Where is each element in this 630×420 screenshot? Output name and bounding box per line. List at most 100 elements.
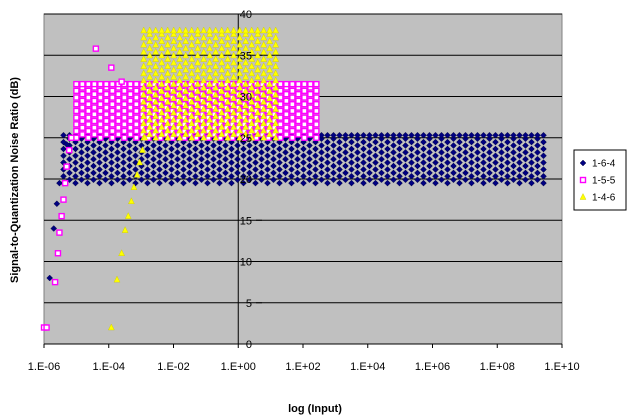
data-point <box>313 121 320 128</box>
data-point <box>266 73 274 80</box>
data-point <box>200 133 208 141</box>
data-point <box>103 90 110 98</box>
data-point <box>258 169 265 177</box>
data-point <box>468 145 475 153</box>
data-point <box>372 159 379 166</box>
data-point <box>103 117 110 125</box>
data-point <box>212 112 220 120</box>
data-point <box>248 40 256 48</box>
data-point <box>96 152 103 160</box>
data-point <box>224 48 232 55</box>
data-point <box>294 155 301 163</box>
data-point <box>152 33 160 41</box>
data-point <box>146 44 154 52</box>
data-point <box>79 124 86 131</box>
data-point <box>354 142 361 149</box>
data-point <box>126 176 133 183</box>
data-point <box>126 149 133 156</box>
data-point <box>188 76 196 84</box>
data-point <box>102 142 109 149</box>
data-point <box>158 51 166 59</box>
data-point <box>79 117 86 125</box>
data-point <box>146 80 154 87</box>
data-point <box>390 131 397 139</box>
data-point <box>194 30 202 37</box>
data-point <box>260 26 268 34</box>
data-point <box>200 98 208 105</box>
data-point <box>200 90 208 98</box>
data-point <box>248 90 256 98</box>
data-point <box>152 62 160 69</box>
series-1-4-6 <box>107 26 280 331</box>
data-point <box>140 76 148 84</box>
data-point <box>474 162 481 170</box>
data-point <box>254 44 262 52</box>
data-point <box>200 33 208 41</box>
data-point <box>152 98 160 105</box>
data-point <box>218 80 226 87</box>
data-point <box>144 166 151 173</box>
data-point <box>152 126 160 134</box>
data-point <box>522 142 529 149</box>
data-point <box>272 62 280 69</box>
data-point <box>188 133 196 141</box>
data-point <box>176 33 184 41</box>
data-point <box>366 149 373 156</box>
data-point <box>156 166 163 173</box>
data-point <box>342 149 349 156</box>
data-point <box>248 33 256 41</box>
data-point <box>384 152 391 160</box>
data-point <box>324 138 331 146</box>
data-point <box>295 111 302 118</box>
data-point <box>342 169 349 177</box>
data-point <box>330 155 337 163</box>
data-point <box>266 108 274 116</box>
data-point <box>194 26 202 34</box>
y-tick-label: 10 <box>240 257 252 269</box>
data-point <box>258 176 265 183</box>
data-point <box>444 173 451 180</box>
data-point <box>313 127 320 135</box>
data-point <box>210 155 217 163</box>
data-point <box>277 114 284 121</box>
data-point <box>504 138 511 146</box>
data-point <box>115 111 122 118</box>
data-point <box>312 166 319 173</box>
data-point <box>318 176 325 183</box>
data-point <box>283 131 290 138</box>
data-point <box>260 76 268 84</box>
legend-entry: 1-4-6 <box>592 193 616 204</box>
data-point <box>73 127 80 135</box>
x-tick-label: 1.E+06 <box>415 361 450 373</box>
data-point <box>176 98 184 105</box>
data-point <box>200 112 208 120</box>
data-point <box>414 149 421 156</box>
data-point <box>108 166 115 173</box>
data-point <box>342 176 349 183</box>
data-point <box>432 159 439 166</box>
data-point <box>133 114 140 121</box>
data-point <box>462 162 469 170</box>
data-point <box>109 134 116 141</box>
data-point <box>272 48 280 55</box>
data-point <box>212 133 220 141</box>
data-point <box>72 159 79 166</box>
data-point <box>164 69 172 77</box>
data-point <box>456 166 463 173</box>
data-point <box>182 26 190 34</box>
data-point <box>138 176 145 183</box>
data-point <box>504 173 511 180</box>
data-point <box>354 176 361 183</box>
data-point <box>228 173 235 180</box>
data-point <box>152 105 160 112</box>
data-point <box>270 162 277 170</box>
data-point <box>68 134 75 141</box>
data-point <box>230 37 238 44</box>
data-point <box>150 176 157 183</box>
data-point <box>300 179 307 187</box>
data-point <box>212 40 220 48</box>
data-point <box>272 69 280 77</box>
data-point <box>170 65 178 73</box>
data-point <box>240 152 247 160</box>
data-point <box>121 94 128 101</box>
